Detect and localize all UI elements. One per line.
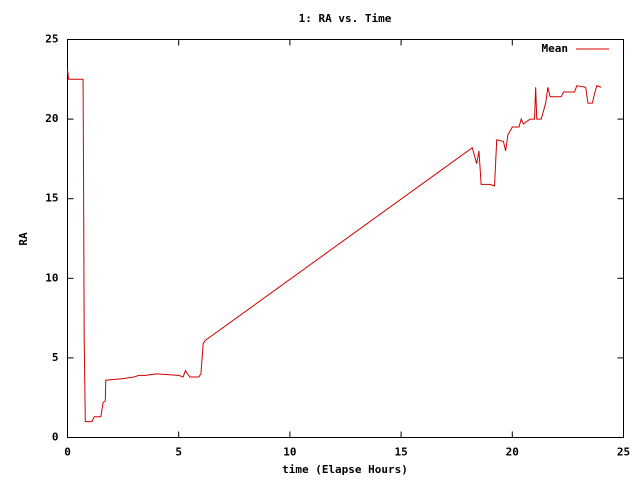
- data-line: [67, 69, 602, 423]
- chart-title: 1: RA vs. Time: [299, 12, 392, 25]
- x-tick-label: 5: [175, 446, 182, 459]
- y-tick-label: 0: [52, 431, 59, 444]
- plot-frame: [67, 39, 624, 438]
- x-tick-label: 25: [617, 446, 630, 459]
- y-tick-label: 10: [45, 271, 58, 284]
- x-tick-label: 20: [506, 446, 519, 459]
- x-tick-label: 0: [64, 446, 71, 459]
- y-axis-label: RA: [17, 232, 30, 246]
- x-tick-label: 15: [394, 446, 407, 459]
- y-tick-label: 5: [52, 351, 59, 364]
- x-tick-label: 10: [283, 446, 296, 459]
- x-axis-label: time (Elapse Hours): [282, 463, 408, 476]
- y-tick-label: 25: [45, 33, 58, 46]
- legend-label: Mean: [542, 42, 569, 55]
- y-tick-label: 15: [45, 192, 58, 205]
- y-tick-label: 20: [45, 112, 58, 125]
